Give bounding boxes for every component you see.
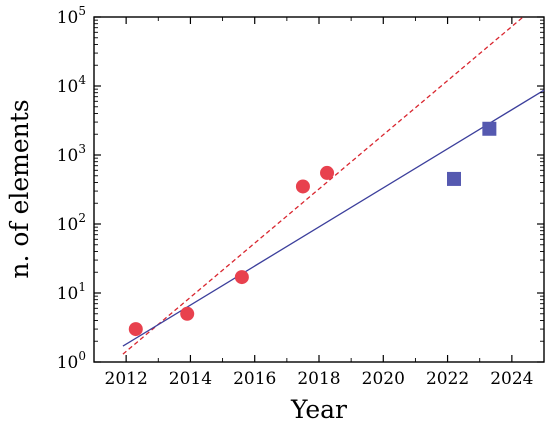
fit-lines (122, 16, 545, 355)
fit-line-dashed (122, 16, 524, 355)
x-tick-label: 2014 (169, 369, 212, 389)
data-point-circle (320, 165, 335, 180)
x-axis-ticks: 2012 2014 2016 2018 2020 2022 2024 (93, 17, 545, 389)
x-tick-label: 2022 (426, 369, 469, 389)
y-tick-label: 102 (57, 211, 86, 235)
data-point-circle (180, 306, 195, 321)
fit-line-solid (122, 89, 545, 347)
data-markers (128, 121, 497, 337)
x-tick-label: 2012 (105, 369, 148, 389)
x-tick-label: 2024 (490, 369, 533, 389)
data-point-circle (234, 270, 249, 285)
data-point-square (447, 171, 461, 186)
x-tick-label: 2016 (233, 369, 276, 389)
y-tick-label: 100 (57, 349, 86, 373)
y-axis-label: n. of elements (5, 99, 34, 278)
y-tick-label: 104 (57, 73, 87, 97)
y-tick-label: 101 (57, 280, 86, 304)
y-tick-label: 103 (57, 142, 86, 166)
x-axis-label: Year (290, 395, 347, 424)
data-point-circle (295, 179, 310, 194)
data-point-circle (128, 322, 143, 337)
data-point-square (482, 121, 497, 136)
y-axis-ticks: 100 101 102 103 104 105 (57, 4, 544, 373)
x-tick-label: 2018 (297, 369, 340, 389)
y-tick-label: 105 (57, 4, 86, 28)
x-tick-label: 2020 (362, 369, 405, 389)
